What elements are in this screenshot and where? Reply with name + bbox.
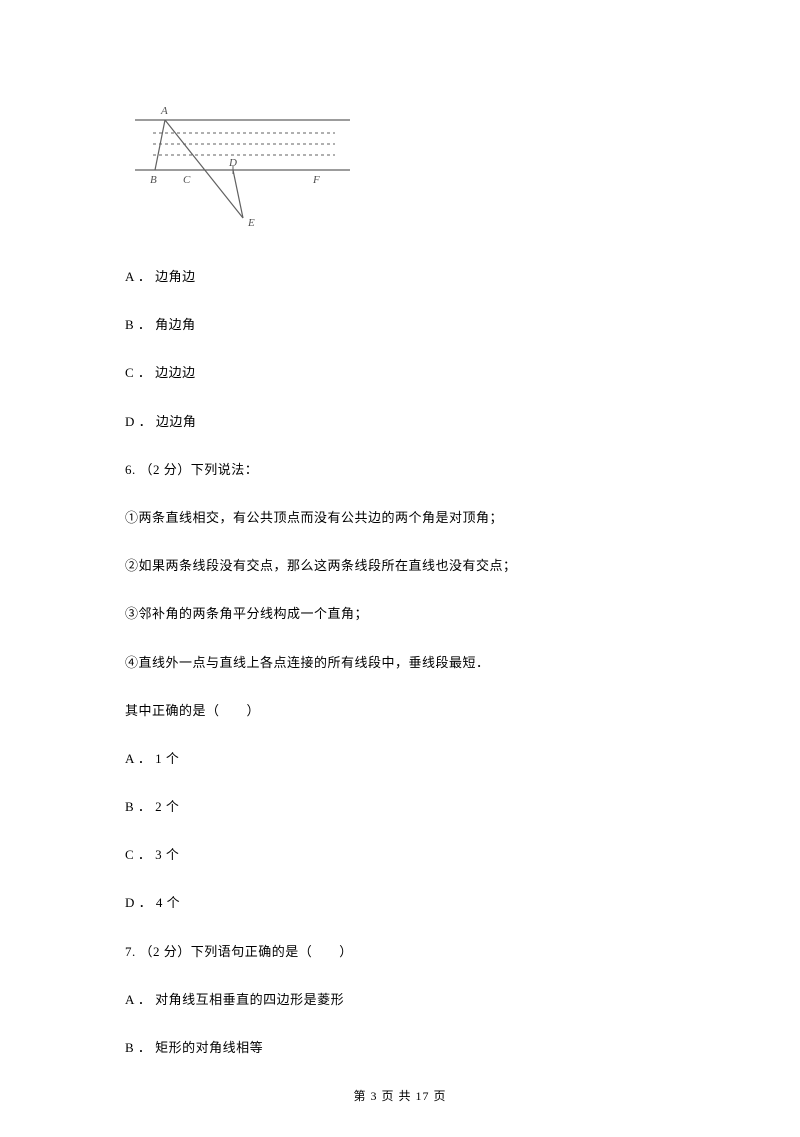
label-A: A — [160, 105, 168, 117]
q6-s2: ②如果两条线段没有交点，那么这两条线段所在直线也没有交点； — [125, 557, 675, 575]
segment-AB — [155, 120, 165, 170]
q6-s4: ④直线外一点与直线上各点连接的所有线段中，垂线段最短． — [125, 654, 675, 672]
label-E: E — [247, 217, 255, 229]
option-5B: B ． 角边角 — [125, 316, 675, 334]
q6-s1: ①两条直线相交，有公共顶点而没有公共边的两个角是对顶角； — [125, 509, 675, 527]
option-7A: A ． 对角线互相垂直的四边形是菱形 — [125, 991, 675, 1009]
q7-stem: 7. （2 分）下列语句正确的是（ ） — [125, 943, 675, 961]
q6-s3: ③邻补角的两条角平分线构成一个直角； — [125, 605, 675, 623]
option-5A: A ． 边角边 — [125, 268, 675, 286]
page-footer: 第 3 页 共 17 页 — [0, 1087, 800, 1104]
option-6B: B ． 2 个 — [125, 798, 675, 816]
segment-AE — [165, 120, 243, 218]
diagram-svg: A B C D F E — [125, 100, 355, 240]
option-7B: B ． 矩形的对角线相等 — [125, 1039, 675, 1057]
option-5C: C ． 边边边 — [125, 364, 675, 382]
option-6C: C ． 3 个 — [125, 846, 675, 864]
q6-tail: 其中正确的是（ ） — [125, 702, 675, 720]
label-B: B — [150, 174, 157, 186]
geometry-diagram: A B C D F E — [125, 100, 355, 240]
label-F: F — [312, 174, 320, 186]
q6-stem: 6. （2 分）下列说法： — [125, 461, 675, 479]
label-D: D — [228, 157, 237, 169]
option-6A: A ． 1 个 — [125, 750, 675, 768]
option-5D: D ． 边边角 — [125, 413, 675, 431]
label-C: C — [183, 174, 191, 186]
option-6D: D ． 4 个 — [125, 894, 675, 912]
